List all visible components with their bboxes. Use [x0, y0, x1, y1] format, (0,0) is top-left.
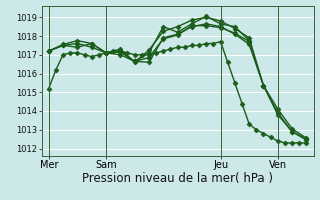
X-axis label: Pression niveau de la mer( hPa ): Pression niveau de la mer( hPa ) [82, 172, 273, 185]
